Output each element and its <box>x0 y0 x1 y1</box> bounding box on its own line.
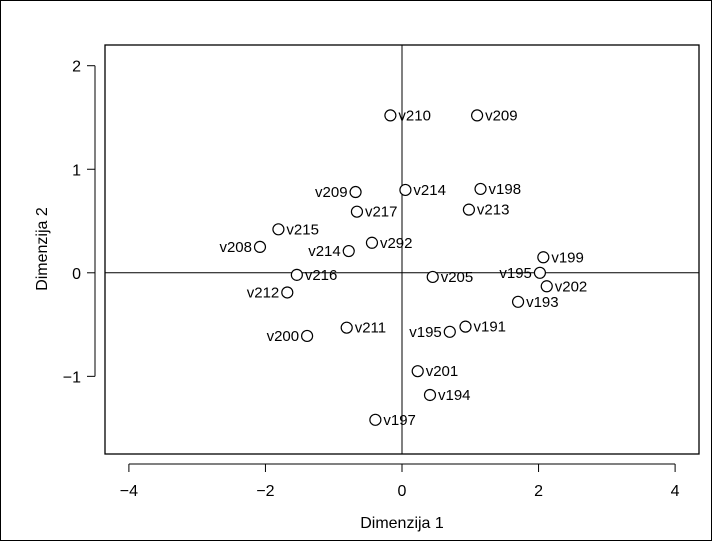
point-marker <box>365 236 379 249</box>
point-marker <box>459 320 472 333</box>
point-label: v214 <box>308 243 341 260</box>
data-point: v215 <box>272 221 319 238</box>
y-tick-label: 0 <box>72 266 81 283</box>
point-label: v215 <box>286 221 319 238</box>
point-marker <box>349 185 362 199</box>
data-point: v201 <box>411 363 459 380</box>
point-label: v201 <box>426 363 459 380</box>
data-point: v216 <box>290 267 338 284</box>
point-marker <box>290 268 303 281</box>
point-marker <box>369 413 382 426</box>
point-marker <box>426 270 439 284</box>
point-marker <box>340 321 353 334</box>
data-point: v208 <box>219 239 267 256</box>
data-point: v199 <box>537 249 584 266</box>
point-marker <box>511 295 525 308</box>
data-point: v212 <box>247 284 294 301</box>
point-label: v209 <box>315 184 348 201</box>
data-point: v211 <box>340 320 386 337</box>
point-marker <box>474 182 487 196</box>
point-label: v292 <box>380 235 413 252</box>
y-tick-label: 1 <box>72 162 81 179</box>
point-label: v199 <box>551 249 584 266</box>
data-point: v197 <box>369 412 416 429</box>
point-marker <box>533 266 547 279</box>
point-marker <box>253 240 267 254</box>
point-label: v198 <box>489 181 522 198</box>
point-label: v213 <box>477 202 510 219</box>
point-marker <box>281 286 294 299</box>
x-tick-label: 2 <box>534 483 543 500</box>
point-label: v193 <box>526 294 559 311</box>
data-point: v195 <box>409 324 456 341</box>
point-label: v210 <box>398 107 431 124</box>
x-tick-label: −2 <box>256 483 274 500</box>
point-marker <box>384 109 397 122</box>
point-marker <box>540 280 553 293</box>
data-point: v209 <box>471 107 518 124</box>
point-label: v202 <box>555 278 588 295</box>
point-label: v208 <box>219 239 252 256</box>
point-marker <box>443 325 456 338</box>
data-point: v210 <box>384 107 431 124</box>
data-point: v194 <box>423 387 471 404</box>
point-marker <box>462 203 476 216</box>
point-label: v212 <box>247 284 280 301</box>
data-point: v209 <box>315 184 362 201</box>
y-tick-label: −1 <box>63 369 81 386</box>
point-label: v217 <box>365 204 398 221</box>
point-marker <box>350 205 364 218</box>
x-tick-label: −4 <box>120 483 138 500</box>
x-tick-label: 0 <box>398 483 407 500</box>
point-marker <box>537 251 550 264</box>
data-point: v195 <box>499 265 547 282</box>
x-axis-title: Dimenzija 1 <box>360 515 444 532</box>
data-point: v217 <box>350 204 398 221</box>
point-label: v197 <box>383 412 416 429</box>
data-point: v205 <box>426 269 474 286</box>
data-point: v214 <box>308 243 355 260</box>
y-axis: −1 0 1 2 <box>63 59 96 386</box>
point-label: v194 <box>438 387 471 404</box>
point-label: v205 <box>441 269 474 286</box>
point-label: v191 <box>473 319 506 336</box>
data-point: v193 <box>511 294 559 311</box>
data-point: v202 <box>540 278 588 295</box>
point-label: v211 <box>355 320 386 337</box>
reference-lines <box>105 45 699 454</box>
data-point: v292 <box>365 235 413 252</box>
point-label: v209 <box>485 107 518 124</box>
data-point: v198 <box>474 181 522 198</box>
point-marker <box>471 109 484 122</box>
point-label: v214 <box>413 182 446 199</box>
point-label: v216 <box>305 267 338 284</box>
x-tick-label: 4 <box>671 483 680 500</box>
data-point: v214 <box>399 182 446 199</box>
data-points: v210 v209 v209 v214 v198 v217 v213 v215 v292 v208… <box>219 107 587 428</box>
point-marker <box>423 388 437 402</box>
point-marker <box>342 244 355 258</box>
point-label: v200 <box>267 328 300 345</box>
y-tick-label: 2 <box>72 59 81 76</box>
y-axis-title: Dimenzija 2 <box>34 207 51 291</box>
point-marker <box>399 183 412 197</box>
point-label: v195 <box>409 324 442 341</box>
point-marker <box>300 329 314 343</box>
data-point: v200 <box>267 328 314 345</box>
x-axis: −4 −2 0 2 4 <box>120 463 680 500</box>
data-point: v213 <box>462 202 510 219</box>
point-marker <box>272 223 285 236</box>
point-label: v195 <box>499 265 532 282</box>
point-marker <box>411 365 424 378</box>
data-point: v191 <box>459 319 506 336</box>
